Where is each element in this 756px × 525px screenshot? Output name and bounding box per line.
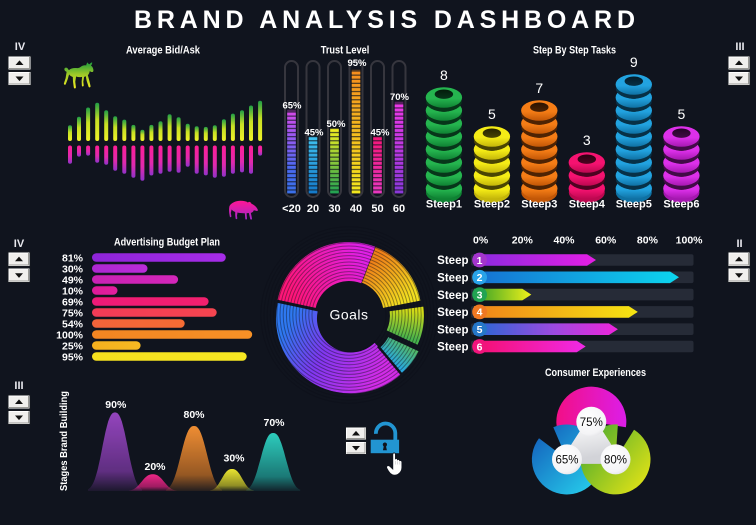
svg-text:Steep: Steep: [437, 342, 468, 354]
svg-text:Steep6: Steep6: [663, 199, 699, 211]
svg-text:III: III: [14, 380, 23, 392]
svg-text:40%: 40%: [553, 235, 575, 247]
svg-text:IV: IV: [15, 41, 26, 53]
svg-text:4: 4: [477, 307, 483, 319]
svg-text:70%: 70%: [263, 417, 285, 429]
svg-text:100%: 100%: [676, 235, 704, 247]
svg-text:7: 7: [535, 80, 543, 96]
svg-text:69%: 69%: [62, 296, 84, 308]
svg-text:3: 3: [583, 132, 591, 148]
svg-text:Steep: Steep: [437, 273, 468, 285]
svg-text:45%: 45%: [304, 128, 324, 139]
svg-text:5: 5: [477, 324, 483, 336]
svg-text:6: 6: [477, 341, 483, 353]
svg-text:50: 50: [371, 203, 383, 215]
svg-text:80%: 80%: [637, 235, 659, 247]
svg-text:95%: 95%: [62, 351, 84, 363]
svg-text:75%: 75%: [580, 417, 603, 429]
svg-text:20: 20: [307, 203, 319, 215]
svg-text:IV: IV: [14, 238, 25, 250]
svg-text:Step By Step Tasks: Step By Step Tasks: [533, 45, 616, 57]
svg-text:100%: 100%: [56, 329, 84, 341]
svg-text:<20: <20: [282, 203, 301, 215]
svg-text:Steep: Steep: [437, 290, 468, 302]
svg-text:Steep1: Steep1: [426, 199, 462, 211]
svg-text:2: 2: [477, 272, 483, 284]
svg-text:3: 3: [477, 289, 483, 301]
svg-text:65%: 65%: [555, 455, 578, 467]
svg-text:25%: 25%: [62, 340, 84, 352]
svg-text:Advertising Budget Plan: Advertising Budget Plan: [114, 237, 220, 249]
svg-text:Average Bid/Ask: Average Bid/Ask: [126, 45, 201, 57]
svg-text:Steep: Steep: [437, 324, 468, 336]
svg-text:Steep: Steep: [437, 255, 468, 267]
svg-text:5: 5: [488, 106, 496, 122]
svg-text:75%: 75%: [62, 307, 84, 319]
svg-text:81%: 81%: [62, 252, 84, 264]
svg-text:95%: 95%: [347, 58, 367, 69]
svg-text:Stages Brand Building: Stages Brand Building: [58, 391, 70, 491]
svg-text:45%: 45%: [370, 128, 390, 139]
svg-text:20%: 20%: [512, 235, 534, 247]
svg-text:III: III: [735, 41, 744, 53]
svg-text:5: 5: [678, 106, 686, 122]
svg-text:8: 8: [440, 67, 448, 83]
svg-text:80%: 80%: [604, 455, 627, 467]
svg-text:49%: 49%: [62, 274, 84, 286]
svg-text:Goals: Goals: [329, 307, 368, 323]
svg-text:20%: 20%: [144, 461, 166, 473]
svg-text:60: 60: [393, 203, 405, 215]
svg-text:10%: 10%: [62, 285, 84, 297]
svg-text:Steep4: Steep4: [569, 199, 606, 211]
svg-text:9: 9: [630, 54, 638, 70]
svg-text:40: 40: [350, 203, 362, 215]
svg-text:30%: 30%: [62, 263, 84, 275]
svg-text:1: 1: [477, 255, 483, 267]
svg-text:65%: 65%: [282, 101, 302, 112]
svg-text:Consumer Experiences: Consumer Experiences: [545, 367, 646, 379]
svg-text:30: 30: [328, 203, 340, 215]
svg-text:0%: 0%: [473, 235, 489, 247]
svg-text:Steep3: Steep3: [521, 199, 557, 211]
svg-text:80%: 80%: [183, 409, 205, 421]
svg-text:II: II: [736, 238, 742, 250]
svg-text:Steep2: Steep2: [474, 199, 510, 211]
svg-text:Steep5: Steep5: [616, 199, 652, 211]
svg-text:Steep: Steep: [437, 307, 468, 319]
svg-text:50%: 50%: [326, 119, 346, 130]
svg-text:60%: 60%: [595, 235, 617, 247]
svg-text:30%: 30%: [223, 453, 245, 465]
svg-text:90%: 90%: [105, 399, 127, 411]
svg-text:70%: 70%: [390, 92, 410, 103]
svg-text:Trust Level: Trust Level: [321, 45, 370, 57]
svg-text:54%: 54%: [62, 318, 84, 330]
